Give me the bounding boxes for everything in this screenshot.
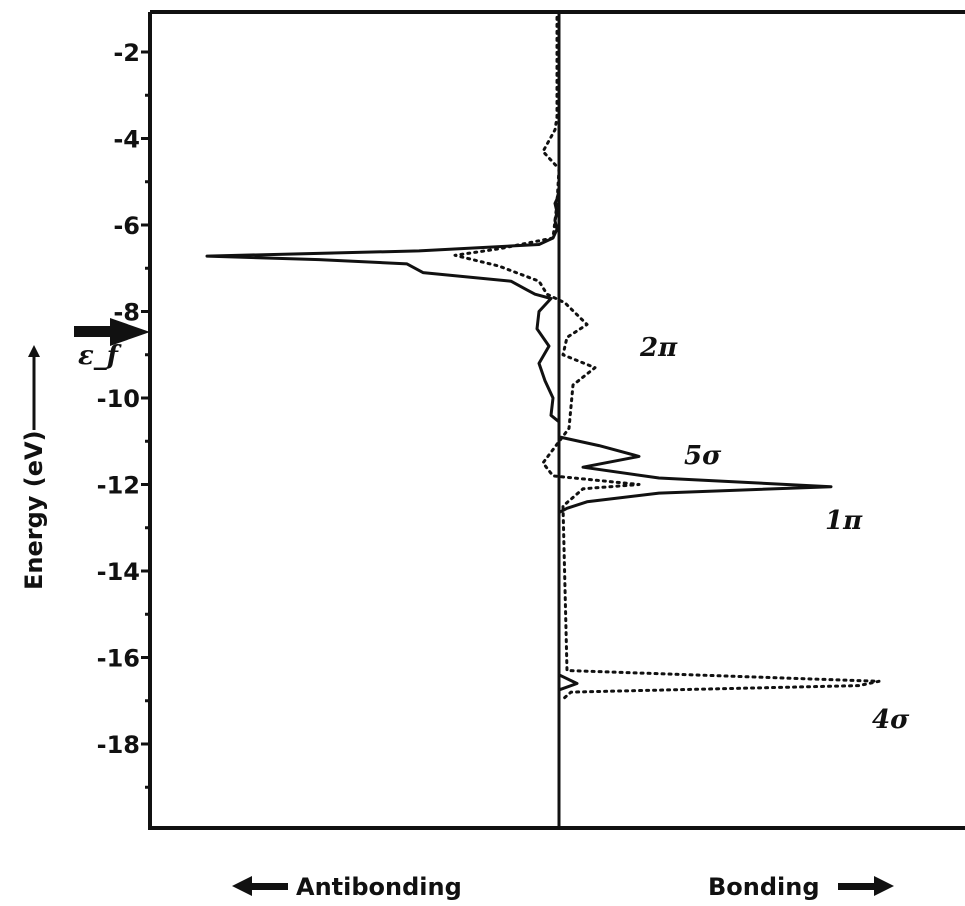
y-axis-label: Energy (eV) bbox=[20, 430, 48, 590]
orbital-label: 4σ bbox=[872, 705, 910, 735]
y-ticks: -2-4-6-8-10-12-14-16-18 bbox=[97, 39, 150, 789]
fermi-label: ε_f bbox=[78, 341, 122, 371]
y-tick-label: -4 bbox=[113, 126, 140, 154]
orbital-label: 2π bbox=[639, 333, 678, 363]
y-tick-label: -18 bbox=[97, 731, 140, 759]
y-tick-label: -16 bbox=[97, 645, 140, 673]
y-tick-label: -12 bbox=[97, 472, 140, 500]
y-tick-label: -14 bbox=[97, 558, 140, 586]
bonding-arrow bbox=[838, 876, 894, 896]
antibonding-arrow bbox=[232, 876, 288, 896]
series-layer bbox=[205, 15, 881, 801]
orbital-label: 5σ bbox=[684, 441, 722, 471]
dotted-series-line bbox=[453, 15, 881, 703]
orbital-labels: 2π 5σ 1π 4σ bbox=[639, 333, 910, 735]
solid-series-line bbox=[205, 30, 833, 801]
y-axis-label-group: Energy (eV) bbox=[20, 345, 48, 590]
y-tick-label: -10 bbox=[97, 385, 140, 413]
antibonding-label: Antibonding bbox=[296, 873, 462, 901]
y-axis-arrow-head bbox=[28, 345, 40, 357]
y-tick-label: -2 bbox=[113, 39, 140, 67]
fermi-arrow bbox=[74, 318, 150, 346]
orbital-label: 1π bbox=[825, 506, 863, 536]
bonding-label: Bonding bbox=[708, 873, 820, 901]
y-tick-label: -6 bbox=[113, 212, 140, 240]
